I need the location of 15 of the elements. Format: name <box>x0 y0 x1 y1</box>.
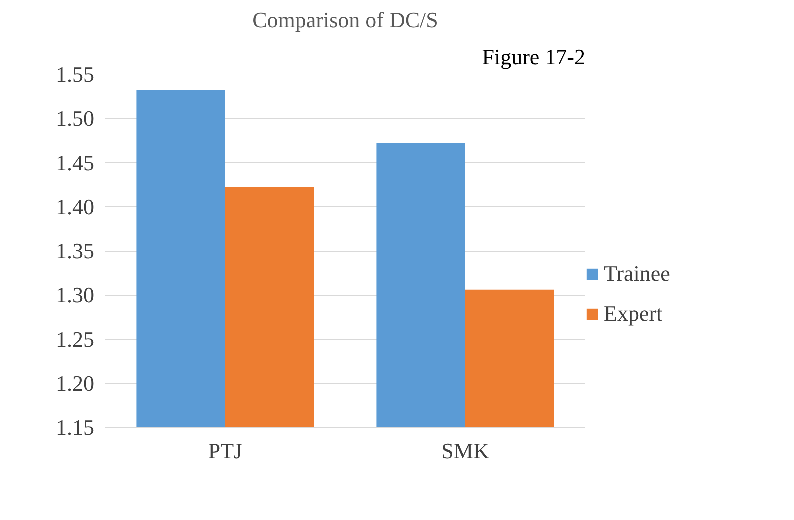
x-tick-label: PTJ <box>208 438 244 464</box>
legend-label: Expert <box>604 301 663 327</box>
y-tick-label: 1.30 <box>56 282 94 308</box>
y-tick-label: 1.50 <box>56 106 94 132</box>
caption: Figure 17-2 <box>482 44 586 70</box>
x-tick-label: SMK <box>442 438 490 464</box>
y-tick-label: 1.55 <box>56 62 94 87</box>
y-tick-label: 1.45 <box>56 150 94 176</box>
y-tick-label: 1.20 <box>56 370 94 396</box>
y-tick-label: 1.40 <box>56 194 94 220</box>
chart-title: Comparison of DC/S <box>252 8 438 32</box>
y-tick-label: 1.35 <box>56 238 94 264</box>
legend-label: Trainee <box>604 261 670 287</box>
y-tick-label: 1.15 <box>56 415 94 440</box>
y-tick-label: 1.25 <box>56 326 94 352</box>
